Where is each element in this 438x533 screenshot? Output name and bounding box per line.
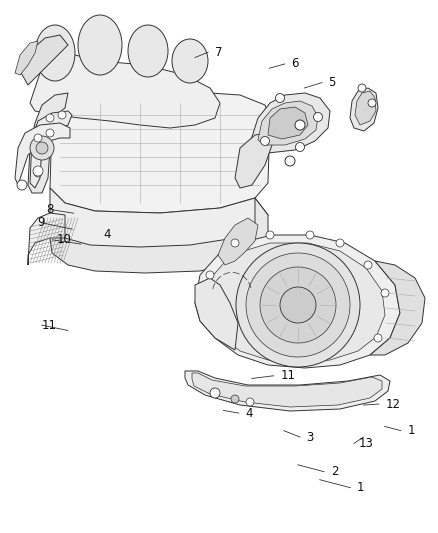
Circle shape xyxy=(33,166,43,176)
Polygon shape xyxy=(218,218,258,265)
Circle shape xyxy=(336,239,344,247)
Polygon shape xyxy=(50,198,268,273)
Circle shape xyxy=(314,112,322,122)
Text: 6: 6 xyxy=(291,58,299,70)
Polygon shape xyxy=(50,188,268,260)
Text: 3: 3 xyxy=(307,431,314,443)
Polygon shape xyxy=(195,235,400,368)
Circle shape xyxy=(36,142,48,154)
Polygon shape xyxy=(268,107,308,139)
Polygon shape xyxy=(350,88,378,131)
Circle shape xyxy=(374,334,382,342)
Circle shape xyxy=(280,287,316,323)
Text: 1: 1 xyxy=(407,424,415,437)
Circle shape xyxy=(34,169,42,177)
Circle shape xyxy=(34,134,42,142)
Circle shape xyxy=(276,93,285,102)
Text: 13: 13 xyxy=(359,437,374,450)
Text: 11: 11 xyxy=(42,319,57,332)
Polygon shape xyxy=(50,91,270,213)
Text: 11: 11 xyxy=(280,369,295,382)
Circle shape xyxy=(58,111,66,119)
Ellipse shape xyxy=(172,39,208,83)
Text: 7: 7 xyxy=(215,46,222,59)
Circle shape xyxy=(231,239,239,247)
Circle shape xyxy=(368,99,376,107)
Text: 12: 12 xyxy=(385,398,400,410)
Text: 5: 5 xyxy=(328,76,336,89)
Circle shape xyxy=(46,114,54,122)
Polygon shape xyxy=(28,213,65,265)
Circle shape xyxy=(358,84,366,92)
Circle shape xyxy=(30,136,54,160)
Circle shape xyxy=(260,267,336,343)
Circle shape xyxy=(295,120,305,130)
Polygon shape xyxy=(15,123,70,185)
Text: 4: 4 xyxy=(245,407,253,419)
Text: 10: 10 xyxy=(57,233,72,246)
Circle shape xyxy=(231,395,239,403)
Circle shape xyxy=(206,271,214,279)
Polygon shape xyxy=(205,243,385,363)
Polygon shape xyxy=(258,101,318,145)
Text: 4: 4 xyxy=(103,228,110,241)
Ellipse shape xyxy=(35,25,75,81)
Ellipse shape xyxy=(78,15,122,75)
Circle shape xyxy=(246,253,350,357)
Circle shape xyxy=(364,261,372,269)
Circle shape xyxy=(296,142,304,151)
Polygon shape xyxy=(192,373,382,407)
Polygon shape xyxy=(20,35,68,85)
Circle shape xyxy=(381,289,389,297)
Text: 1: 1 xyxy=(357,481,364,494)
Polygon shape xyxy=(28,93,68,193)
Circle shape xyxy=(285,156,295,166)
Circle shape xyxy=(306,231,314,239)
Polygon shape xyxy=(355,91,376,125)
Circle shape xyxy=(46,129,54,137)
Polygon shape xyxy=(15,41,38,75)
Text: 9: 9 xyxy=(37,216,45,229)
Circle shape xyxy=(246,398,254,406)
Polygon shape xyxy=(30,111,72,188)
Polygon shape xyxy=(235,133,272,188)
Circle shape xyxy=(236,243,360,367)
Polygon shape xyxy=(250,93,330,153)
Text: 8: 8 xyxy=(46,203,53,216)
Polygon shape xyxy=(370,261,425,355)
Polygon shape xyxy=(185,371,390,411)
Text: 2: 2 xyxy=(331,465,338,478)
Circle shape xyxy=(261,136,269,146)
Polygon shape xyxy=(30,55,220,128)
Ellipse shape xyxy=(128,25,168,77)
Circle shape xyxy=(266,231,274,239)
Polygon shape xyxy=(195,278,238,350)
Circle shape xyxy=(210,388,220,398)
Circle shape xyxy=(17,180,27,190)
